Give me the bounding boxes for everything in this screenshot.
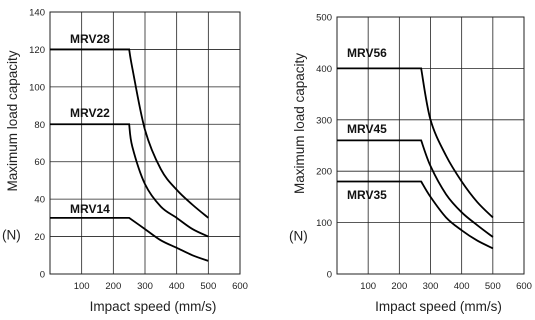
y-tick-label: 40	[34, 195, 45, 206]
y-tick-label: 0	[40, 270, 45, 281]
y-axis-label: Maximum load capacity	[5, 50, 20, 191]
y-tick-label: 100	[29, 82, 45, 93]
x-axis-label: Impact speed (mm/s)	[90, 299, 217, 314]
y-tick-label: 120	[29, 45, 45, 56]
series-label-mrv56: MRV56	[347, 46, 387, 60]
y-tick-label: 60	[34, 157, 45, 168]
y-tick-label: 300	[316, 115, 332, 126]
plot-frame	[336, 16, 525, 275]
plot-frame	[49, 11, 241, 275]
y-tick-label: 80	[34, 120, 45, 131]
x-axis-label: Impact speed (mm/s)	[375, 299, 502, 314]
series-label-mrv35: MRV35	[347, 188, 387, 202]
series-label-mrv45: MRV45	[347, 122, 387, 136]
series-line-mrv35	[337, 180, 494, 250]
x-tick-label: 400	[169, 281, 185, 292]
x-tick-label: 600	[232, 281, 248, 292]
series-label-mrv28: MRV28	[70, 32, 110, 46]
series-label-mrv22: MRV22	[70, 106, 110, 120]
series-line-mrv22	[50, 123, 209, 238]
y-tick-label: 100	[316, 218, 332, 229]
x-tick-label: 100	[74, 281, 90, 292]
x-tick-label: 200	[391, 281, 407, 292]
x-tick-label: 100	[360, 281, 376, 292]
y-tick-label: 140	[29, 8, 45, 19]
y-tick-label: 0	[327, 270, 332, 281]
series-line-mrv28	[50, 48, 209, 219]
x-tick-label: 200	[105, 281, 121, 292]
y-axis-label: Maximum load capacity	[292, 53, 307, 194]
y-tick-label: 400	[316, 64, 332, 75]
series-label-mrv14: MRV14	[70, 202, 110, 216]
x-tick-label: 300	[423, 281, 439, 292]
x-tick-label: 500	[200, 281, 216, 292]
x-tick-label: 400	[454, 281, 470, 292]
series-line-mrv56	[337, 67, 494, 219]
chart-right: 100 200 300 400 500 600 0 100 200 300 400 500 MRV56 M…	[289, 13, 532, 315]
y-tick-label: 20	[34, 232, 45, 243]
y-tick-label: 200	[316, 167, 332, 178]
y-tick-label: 500	[316, 13, 332, 24]
x-tick-label: 300	[137, 281, 153, 292]
series-line-mrv14	[50, 216, 209, 262]
y-unit-label: (N)	[289, 228, 308, 243]
x-tick-label: 500	[485, 281, 501, 292]
x-tick-label: 600	[516, 281, 532, 292]
series-line-mrv45	[337, 139, 494, 238]
y-unit-label: (N)	[2, 228, 21, 243]
chart-left: 100 200 300 400 500 600 0 20 40 60 80 100 120 140 MRV2…	[2, 8, 248, 315]
